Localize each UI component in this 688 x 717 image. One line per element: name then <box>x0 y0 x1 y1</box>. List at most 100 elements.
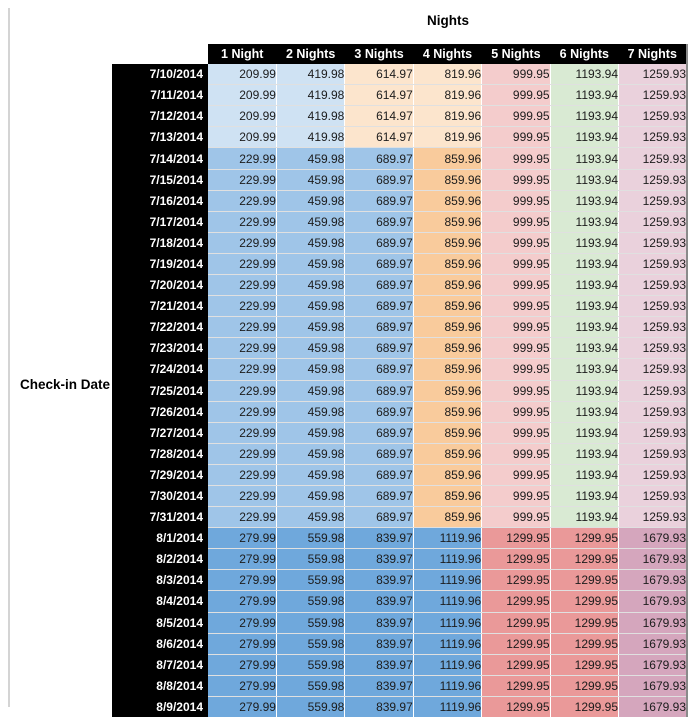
price-cell: 859.96 <box>413 274 483 297</box>
price-cell: 1193.94 <box>550 274 620 297</box>
price-cell: 839.97 <box>344 548 414 571</box>
price-cell: 1259.93 <box>618 274 688 297</box>
price-cell: 859.96 <box>413 506 483 529</box>
price-cell: 559.98 <box>276 696 346 717</box>
price-cell: 1193.94 <box>550 464 620 486</box>
price-cell: 459.98 <box>276 316 346 339</box>
price-cell: 1259.93 <box>618 401 688 423</box>
price-cell: 459.98 <box>276 464 346 486</box>
date-cell: 7/22/2014 <box>112 316 208 338</box>
date-cell: 7/14/2014 <box>112 147 208 170</box>
price-cell: 1299.95 <box>481 569 551 592</box>
price-cell: 229.99 <box>208 443 277 465</box>
price-cell: 689.97 <box>344 337 414 360</box>
price-cell: 1259.93 <box>618 64 688 86</box>
column-header: 3 Nights <box>344 44 414 65</box>
price-cell: 1259.93 <box>618 147 688 170</box>
price-cell: 689.97 <box>344 274 414 297</box>
price-cell: 1193.94 <box>550 105 620 128</box>
price-cell: 229.99 <box>208 190 277 212</box>
price-cell: 229.99 <box>208 232 277 254</box>
price-cell: 1259.93 <box>618 169 688 191</box>
table-row: 7/10/2014 209.99 419.98 614.97 819.96 999.95 1… <box>112 64 688 86</box>
price-cell: 1193.94 <box>550 316 620 339</box>
price-cell: 689.97 <box>344 401 414 423</box>
price-cell: 999.95 <box>481 84 551 107</box>
price-cell: 1119.96 <box>413 675 483 697</box>
price-cell: 229.99 <box>208 506 277 529</box>
price-cell: 859.96 <box>413 147 483 170</box>
date-cell: 7/10/2014 <box>112 64 208 85</box>
price-cell: 999.95 <box>481 274 551 297</box>
price-cell: 1193.94 <box>550 84 620 107</box>
price-cell: 419.98 <box>276 84 346 107</box>
price-cell: 1259.93 <box>618 443 688 465</box>
price-cell: 999.95 <box>481 464 551 486</box>
price-cell: 1259.93 <box>618 506 688 529</box>
price-cell: 1299.95 <box>550 696 620 717</box>
pricing-table-body: 7/10/2014 209.99 419.98 614.97 819.96 999.95 1… <box>112 64 688 717</box>
table-row: 8/6/2014 279.99 559.98 839.97 1119.96 1299.95… <box>112 633 688 655</box>
column-header: 4 Nights <box>413 44 482 65</box>
price-cell: 1119.96 <box>413 527 483 550</box>
date-cell: 8/4/2014 <box>112 590 208 613</box>
price-cell: 1193.94 <box>550 506 620 529</box>
price-cell: 1299.95 <box>481 548 551 571</box>
price-cell: 689.97 <box>344 464 414 486</box>
price-cell: 999.95 <box>481 506 551 529</box>
price-cell: 859.96 <box>413 422 483 444</box>
price-cell: 859.96 <box>413 443 483 465</box>
table-row: 8/7/2014 279.99 559.98 839.97 1119.96 1299.95… <box>112 654 688 676</box>
price-cell: 859.96 <box>413 464 483 486</box>
price-cell: 1259.93 <box>618 295 688 318</box>
price-cell: 1193.94 <box>550 232 620 254</box>
date-cell: 7/23/2014 <box>112 337 208 359</box>
price-cell: 689.97 <box>344 422 414 444</box>
price-cell: 689.97 <box>344 147 414 170</box>
price-cell: 459.98 <box>276 358 346 381</box>
price-cell: 1259.93 <box>618 316 688 339</box>
price-cell: 859.96 <box>413 253 483 276</box>
date-cell: 7/13/2014 <box>112 126 208 148</box>
price-cell: 459.98 <box>276 485 346 508</box>
column-header: 6 Nights <box>550 44 619 65</box>
price-cell: 1679.93 <box>618 569 688 592</box>
table-row: 7/12/2014 209.99 419.98 614.97 819.96 999.95 1… <box>112 105 688 128</box>
price-cell: 819.96 <box>413 64 483 86</box>
price-cell: 279.99 <box>208 590 277 613</box>
price-cell: 689.97 <box>344 358 414 381</box>
price-cell: 1679.93 <box>618 654 688 676</box>
date-cell: 7/25/2014 <box>112 380 208 402</box>
price-cell: 229.99 <box>208 358 277 381</box>
price-cell: 209.99 <box>208 126 277 149</box>
price-cell: 229.99 <box>208 422 277 444</box>
pricing-table: 1 Night 2 Nights 3 Nights 4 Nights 5 Nights 6… <box>112 44 688 717</box>
date-cell: 7/27/2014 <box>112 422 208 444</box>
date-cell: 7/16/2014 <box>112 190 208 212</box>
date-cell: 8/1/2014 <box>112 527 208 549</box>
price-cell: 1259.93 <box>618 358 688 381</box>
table-row: 7/22/2014 229.99 459.98 689.97 859.96 999.95 1… <box>112 316 688 339</box>
price-cell: 999.95 <box>481 316 551 339</box>
price-cell: 459.98 <box>276 506 346 529</box>
price-cell: 1259.93 <box>618 422 688 444</box>
price-cell: 229.99 <box>208 253 277 276</box>
price-cell: 839.97 <box>344 675 414 697</box>
date-cell: 7/20/2014 <box>112 274 208 296</box>
price-cell: 999.95 <box>481 105 551 128</box>
price-cell: 689.97 <box>344 253 414 276</box>
price-cell: 1193.94 <box>550 380 620 402</box>
price-cell: 1193.94 <box>550 443 620 465</box>
date-cell: 7/12/2014 <box>112 105 208 127</box>
price-cell: 859.96 <box>413 358 483 381</box>
price-cell: 229.99 <box>208 211 277 233</box>
date-cell: 7/19/2014 <box>112 253 208 275</box>
price-cell: 1299.95 <box>550 569 620 592</box>
price-cell: 279.99 <box>208 675 277 697</box>
price-cell: 1193.94 <box>550 169 620 191</box>
price-cell: 859.96 <box>413 337 483 360</box>
price-cell: 1119.96 <box>413 590 483 613</box>
price-cell: 559.98 <box>276 590 346 613</box>
date-cell: 7/26/2014 <box>112 401 208 423</box>
price-cell: 559.98 <box>276 612 346 634</box>
